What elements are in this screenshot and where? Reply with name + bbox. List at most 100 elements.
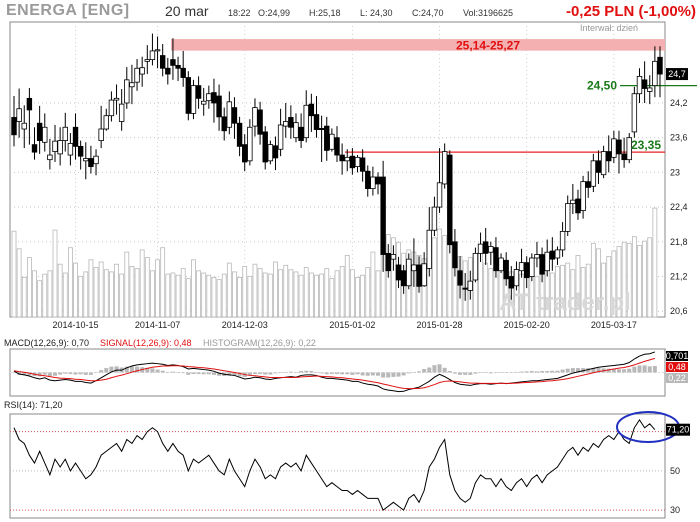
candle-up xyxy=(477,243,484,254)
histogram-bar xyxy=(652,366,657,373)
candle-up xyxy=(600,151,607,176)
candle-up xyxy=(190,85,197,114)
rsi-y-tick: 50 xyxy=(670,466,680,476)
volume-bar xyxy=(42,273,48,318)
volume-bar xyxy=(390,237,396,318)
candle-up xyxy=(52,140,58,152)
volume-bar xyxy=(283,264,289,318)
histogram-bar xyxy=(432,365,437,373)
candle-down xyxy=(400,270,407,287)
volume-bar xyxy=(432,237,437,318)
rsi-grid: 50 30 xyxy=(10,431,680,515)
ticker-title: ENERGA [ENG] xyxy=(6,2,130,19)
histogram-bar xyxy=(304,370,309,373)
candle-up xyxy=(67,143,74,156)
volume-bar xyxy=(78,275,84,318)
volume-bar xyxy=(129,265,135,318)
volume-bar xyxy=(360,274,366,318)
histogram-bar xyxy=(227,372,232,376)
histogram-title: HISTOGRAM(12,26,9): 0,22 xyxy=(203,338,316,348)
candle-up xyxy=(426,229,432,269)
signal-title: SIGNAL(12,26,9): 0,48 xyxy=(100,338,192,348)
histogram-bar xyxy=(355,372,360,375)
histogram-bar xyxy=(329,372,334,374)
candle-down xyxy=(72,126,79,147)
histogram-bar xyxy=(483,372,488,373)
volume-bar xyxy=(293,271,299,318)
volume-bar xyxy=(114,263,119,318)
candle-up xyxy=(344,156,350,162)
volume-bar xyxy=(631,236,637,318)
histogram-bar xyxy=(201,372,206,375)
histogram-bar xyxy=(591,368,596,373)
rsi-line xyxy=(13,418,656,511)
histogram-bar xyxy=(88,372,93,375)
candle-up xyxy=(93,155,99,165)
histogram-value-box xyxy=(666,373,688,383)
candle-down xyxy=(349,155,356,169)
candle-down xyxy=(385,252,391,272)
volume-bar xyxy=(103,269,109,318)
candle-down xyxy=(165,67,171,75)
candle-up xyxy=(303,104,309,139)
histogram-bar xyxy=(181,372,186,374)
histogram-bar xyxy=(340,372,345,375)
volume-bar xyxy=(339,265,345,318)
candle-up xyxy=(488,246,494,253)
watermark: AT trader.pl xyxy=(499,289,631,316)
volume-bar xyxy=(242,265,248,318)
histogram-bar xyxy=(278,372,283,373)
price-y-tick: 22,4 xyxy=(670,202,688,212)
histogram-bar xyxy=(104,368,109,373)
candle-up xyxy=(129,82,135,88)
histogram-bar xyxy=(135,366,140,373)
histogram-bar xyxy=(293,372,298,373)
histogram-bar xyxy=(191,372,196,374)
candle-down xyxy=(549,250,556,260)
histogram-bar xyxy=(288,371,293,373)
candle-up xyxy=(267,144,274,162)
price-y-tick: 21,8 xyxy=(670,237,688,247)
histogram-bar xyxy=(627,368,632,373)
histogram-bar xyxy=(447,371,452,373)
candle-down xyxy=(195,85,202,99)
volume-bar xyxy=(478,252,483,318)
volume-bar xyxy=(437,228,442,318)
histogram-bar xyxy=(468,372,473,375)
candle-down xyxy=(272,145,279,159)
histogram-bar xyxy=(606,368,611,373)
price-y-tick: 21,2 xyxy=(670,272,688,282)
candle-down xyxy=(231,107,238,124)
volume-bar xyxy=(144,257,150,318)
volume-bar xyxy=(119,273,125,318)
price-y-tick: 23,6 xyxy=(670,133,688,143)
volume-bar xyxy=(549,272,555,318)
candle-down xyxy=(539,254,545,275)
volume-bar xyxy=(139,249,145,318)
volume-bar xyxy=(447,243,453,318)
candle-down xyxy=(185,77,192,114)
histogram-bar xyxy=(417,371,422,373)
candle-down xyxy=(26,97,33,111)
volume-bar xyxy=(580,267,586,318)
candle-up xyxy=(118,103,125,122)
volume-bar xyxy=(206,274,212,318)
date-x-tick: 2014-12-03 xyxy=(222,320,268,330)
candle-down xyxy=(334,137,340,156)
histogram-bar xyxy=(458,372,463,375)
candle-down xyxy=(457,270,463,286)
candle-up xyxy=(134,67,140,83)
histogram-bar xyxy=(68,372,73,374)
volume-bar xyxy=(637,245,642,318)
price-y-tick: 20,6 xyxy=(670,306,688,316)
histogram-bar xyxy=(53,372,58,376)
histogram-bar xyxy=(22,372,27,376)
histogram-bar xyxy=(616,369,621,373)
histogram-bar xyxy=(442,367,447,373)
volume-bar xyxy=(124,251,130,318)
histogram-bar xyxy=(411,372,416,373)
candle-up xyxy=(98,128,104,141)
date-x-tick: 2015-02-20 xyxy=(504,320,550,330)
volume-bar xyxy=(560,264,565,318)
